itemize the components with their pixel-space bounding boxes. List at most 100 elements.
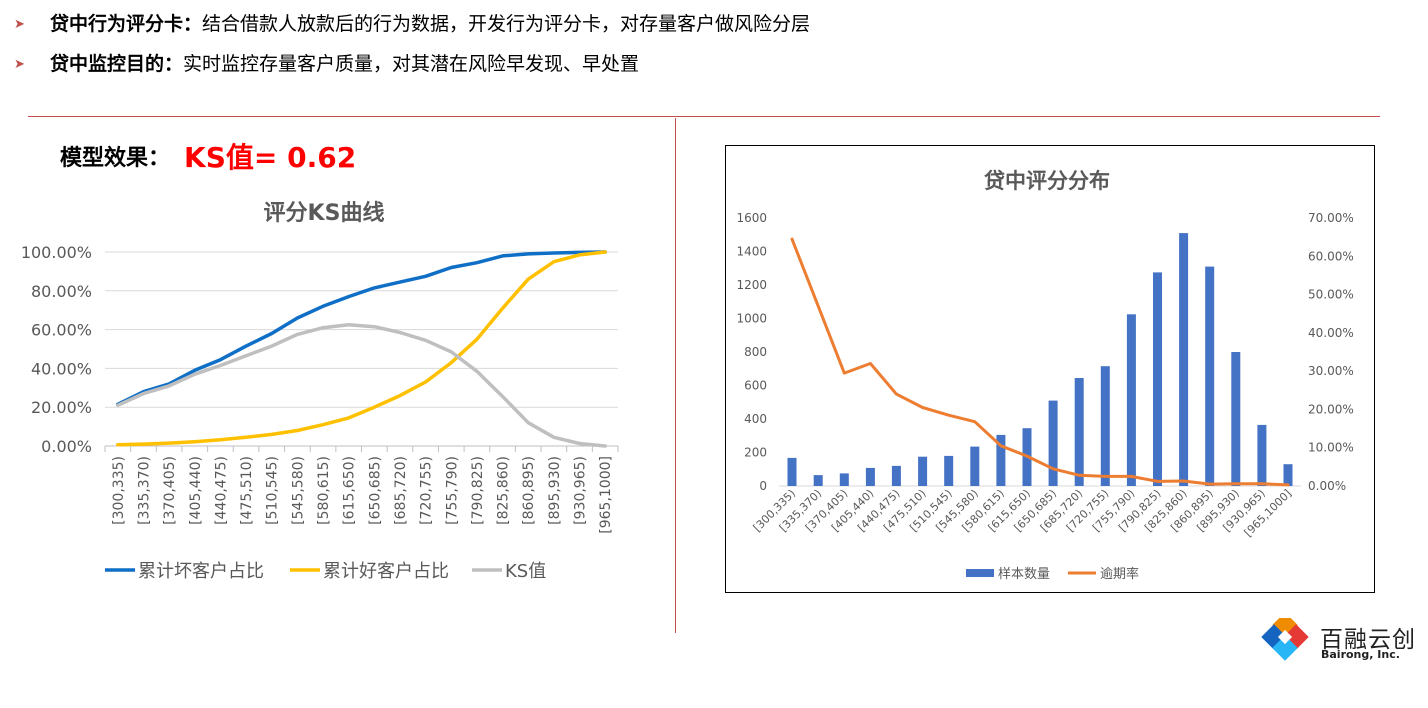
ks-x-tick-label: [755,790)	[444, 456, 460, 525]
dist-left-tick-label: 200	[744, 446, 767, 460]
dist-bar	[839, 473, 849, 486]
ks-curve-chart: 评分KS曲线 0.00% 20.00% 40.00% 60.00% 80.00% 100.…	[21, 200, 619, 582]
dist-left-tick-label: 400	[744, 412, 767, 426]
bullet-item-monitoring-purpose: ➤ 贷中监控目的：实时监控存量客户质量，对其潜在风险早发现、早处置	[14, 48, 639, 81]
ks-y-tick-label: 80.00%	[31, 282, 92, 301]
dist-bar	[1126, 314, 1136, 486]
ks-series-line-2	[116, 323, 607, 448]
arrow-bullet-icon: ➤	[14, 56, 25, 72]
ks-chart-title: 评分KS曲线	[264, 200, 385, 226]
bairong-logo-icon	[1261, 612, 1309, 661]
dist-bar	[1074, 378, 1084, 486]
ks-x-tick-label: [965,1000]	[598, 456, 614, 534]
dist-right-tick-label: 50.00%	[1308, 288, 1354, 302]
ks-legend-label: KS值	[505, 561, 546, 582]
ks-x-tick-label: [895,930)	[547, 456, 563, 525]
ks-x-tick-label: [580,615)	[316, 456, 332, 525]
dist-right-tick-label: 20.00%	[1308, 402, 1354, 416]
ks-x-tick-label: [930,965)	[573, 456, 589, 525]
dist-left-tick-label: 600	[744, 379, 767, 393]
ks-value: KS值= 0.62	[184, 141, 357, 174]
ks-legend-label: 累计好客户占比	[323, 561, 449, 582]
score-distribution-panel: 贷中评分分布 0 200 400 600 800 1000 1200 1400 1600 0.0…	[725, 145, 1375, 593]
dist-legend-label: 样本数量	[998, 567, 1050, 582]
dist-left-tick-label: 1600	[736, 211, 767, 225]
dist-bar	[1179, 233, 1189, 486]
ks-x-tick-label: [510,545)	[265, 456, 281, 525]
dist-overdue-line	[790, 237, 1290, 487]
dist-chart-title: 贷中评分分布	[984, 169, 1110, 193]
ks-x-tick-label: [650,685)	[367, 456, 383, 525]
dist-right-tick-label: 30.00%	[1308, 364, 1354, 378]
ks-y-tick-label: 40.00%	[31, 359, 92, 378]
ks-x-tick-label: [475,510)	[239, 456, 255, 525]
bullet-text: 实时监控存量客户质量，对其潜在风险早发现、早处置	[183, 53, 640, 75]
ks-x-tick-label: [405,440)	[188, 456, 204, 525]
ks-x-tick-label: [860,895)	[521, 456, 537, 525]
horizontal-divider	[28, 116, 1380, 117]
dist-right-tick-label: 70.00%	[1308, 211, 1354, 225]
dist-bar	[944, 455, 954, 486]
ks-gridlines	[105, 251, 618, 447]
dist-legend-bar-swatch	[966, 569, 994, 577]
dist-left-axis: 0 200 400 600 800 1000 1200 1400 1600	[736, 211, 767, 493]
ks-legend: 累计坏客户占比 累计好客户占比 KS值	[105, 561, 546, 582]
ks-x-tick-label: [720,755)	[419, 456, 435, 525]
vertical-divider	[675, 118, 676, 633]
dist-right-tick-label: 0.00%	[1308, 479, 1346, 493]
dist-bar	[1231, 352, 1241, 486]
ks-x-tick-label: [545,580)	[290, 456, 306, 525]
dist-right-tick-label: 10.00%	[1308, 441, 1354, 455]
ks-legend-label: 累计坏客户占比	[138, 561, 264, 582]
dist-bar	[1048, 400, 1058, 486]
dist-x-axis: [300,335)[335,370)[370,405)[405,440)[440…	[751, 487, 1294, 539]
dist-bar	[996, 434, 1006, 486]
dist-legend: 样本数量 逾期率	[966, 566, 1139, 582]
ks-x-tick-label: [615,650)	[342, 456, 358, 525]
bairong-logo: 百融云创 Bairong, Inc.	[1258, 612, 1418, 668]
dist-bar	[970, 446, 980, 486]
dist-legend-label: 逾期率	[1100, 566, 1139, 582]
bullet-item-behavior-scorecard: ➤ 贷中行为评分卡：结合借款人放款后的行为数据，开发行为评分卡，对存量客户做风险分…	[14, 8, 810, 41]
dist-bar	[1257, 424, 1267, 486]
dist-left-tick-label: 800	[744, 345, 767, 359]
dist-bar	[1100, 366, 1110, 486]
dist-bars	[779, 233, 1301, 487]
ks-x-axis: [300,335) [335,370) [370,405) [405,440) [440…	[104, 446, 619, 534]
ks-y-tick-label: 20.00%	[31, 398, 92, 417]
dist-bar	[1283, 464, 1293, 486]
dist-left-tick-label: 1200	[736, 278, 767, 292]
dist-bar	[1205, 266, 1215, 486]
ks-series-line-0	[116, 250, 607, 407]
ks-y-tick-label: 60.00%	[31, 321, 92, 340]
dist-bar	[891, 465, 901, 486]
score-distribution-chart: 贷中评分分布 0 200 400 600 800 1000 1200 1400 1600 0.0…	[736, 169, 1354, 582]
dist-bar	[918, 456, 928, 486]
arrow-bullet-icon: ➤	[14, 16, 25, 32]
ks-y-tick-label: 100.00%	[21, 243, 92, 262]
ks-series-line-1	[116, 250, 607, 447]
ks-x-tick-label: [825,860)	[496, 456, 512, 525]
dist-right-axis: 0.00% 10.00% 20.00% 30.00% 40.00% 50.00% 60.00…	[1308, 211, 1354, 493]
dist-overdue-polyline	[790, 237, 1290, 487]
dist-bar	[787, 457, 797, 486]
ks-x-tick-label: [370,405)	[162, 456, 178, 525]
bullet-text: 结合借款人放款后的行为数据，开发行为评分卡，对存量客户做风险分层	[202, 13, 811, 35]
dist-left-tick-label: 0	[759, 479, 767, 493]
bullet-bold-label: 贷中监控目的：	[50, 53, 184, 75]
dist-left-tick-label: 1000	[736, 312, 767, 326]
dist-right-tick-label: 60.00%	[1308, 249, 1354, 263]
dist-bar	[1153, 272, 1162, 486]
logo-name: 百融云创	[1320, 627, 1416, 653]
ks-x-tick-label: [335,370)	[136, 456, 152, 525]
dist-right-tick-label: 40.00%	[1308, 326, 1354, 340]
ks-x-tick-label: [685,720)	[393, 456, 409, 525]
ks-x-tick-label: [300,335)	[111, 456, 127, 525]
ks-y-tick-label: 0.00%	[41, 437, 92, 456]
dist-bar	[865, 467, 875, 486]
dist-bar	[813, 475, 823, 486]
ks-y-axis: 0.00% 20.00% 40.00% 60.00% 80.00% 100.00%	[21, 243, 92, 456]
ks-x-tick-label: [440,475)	[213, 456, 229, 525]
bullet-bold-label: 贷中行为评分卡：	[50, 13, 203, 35]
ks-x-tick-label: [790,825)	[470, 456, 486, 525]
